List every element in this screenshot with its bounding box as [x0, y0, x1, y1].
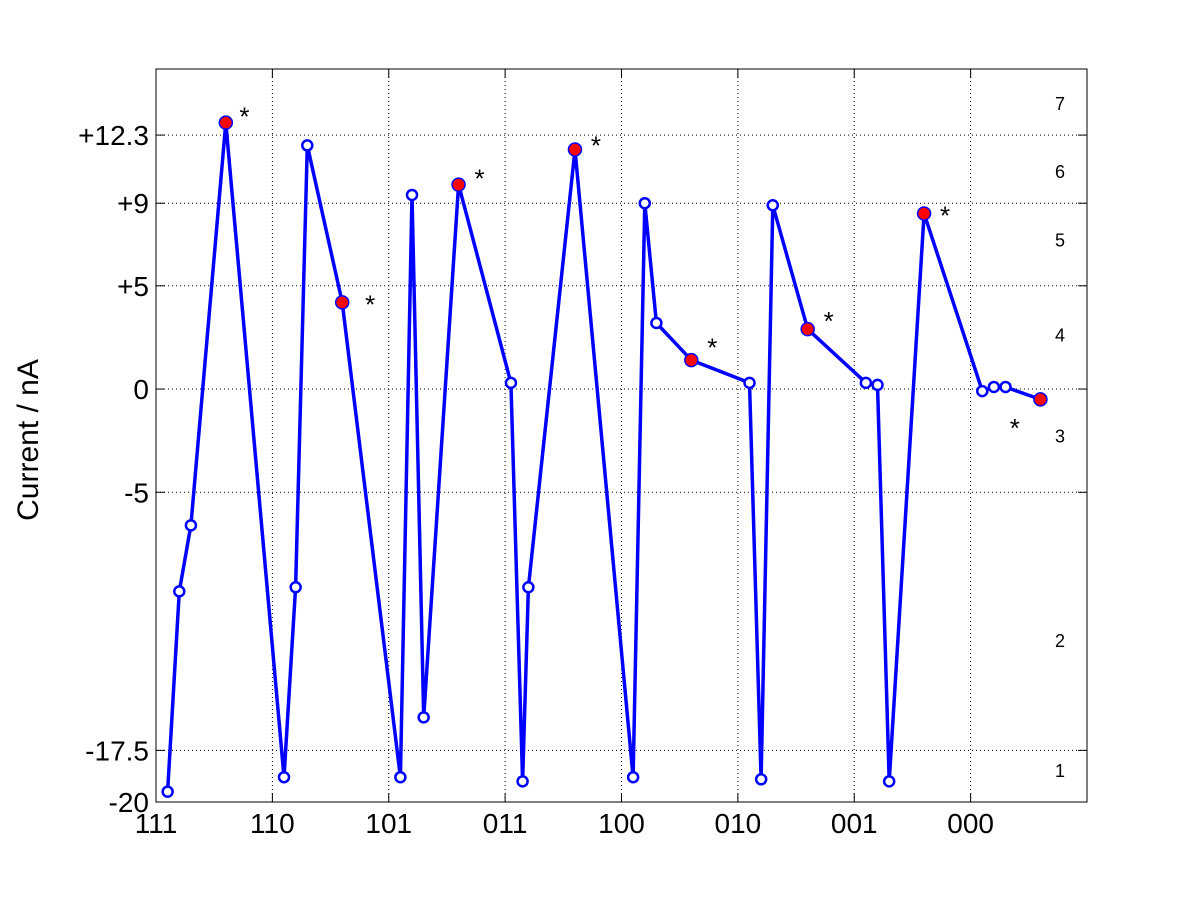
data-point — [394, 770, 407, 784]
y-axis-label: Current / nA — [12, 359, 45, 521]
annotation-star: * — [474, 163, 484, 193]
level-label: 6 — [1055, 162, 1065, 182]
data-point — [976, 384, 989, 398]
highlighted-point — [800, 321, 815, 337]
data-point — [882, 775, 896, 788]
y-tick-label: +5 — [117, 271, 149, 302]
data-point — [504, 376, 518, 390]
data-point — [289, 581, 302, 594]
data-point — [743, 376, 756, 390]
data-point — [405, 188, 419, 202]
ticks — [155, 69, 1087, 803]
data-point — [161, 785, 174, 798]
highlighted-point — [916, 206, 932, 221]
data-point — [999, 380, 1012, 394]
data-point — [766, 199, 780, 212]
annotation-star: * — [824, 306, 834, 336]
highlighted-point — [451, 177, 466, 192]
data-point — [638, 196, 652, 210]
labels: 111 110 101 011 100 010 001 000 -20 -17.5 -5 0 +5 +9 +… — [78, 94, 1065, 839]
data-point — [871, 378, 884, 392]
y-tick-label: 0 — [133, 374, 149, 405]
annotation-star: * — [239, 101, 249, 131]
level-label: 5 — [1055, 230, 1065, 250]
data-point — [626, 770, 640, 784]
annotations: * * * * * * * * — [239, 101, 1020, 443]
highlighted-point — [334, 295, 350, 310]
data-point — [987, 380, 1001, 394]
data-point — [184, 519, 198, 532]
annotation-star: * — [365, 289, 375, 319]
data-point — [417, 711, 430, 724]
data-point — [859, 376, 873, 390]
x-tick-label: 000 — [947, 808, 994, 839]
y-tick-label: -17.5 — [85, 735, 149, 766]
level-label: 1 — [1055, 761, 1065, 781]
annotation-star: * — [591, 130, 601, 160]
data-point — [516, 775, 529, 788]
data-point — [277, 770, 291, 784]
x-tick-label: 011 — [483, 808, 528, 839]
data-point — [522, 581, 535, 594]
x-tick-label: 100 — [598, 808, 645, 839]
x-tick-label: 111 — [135, 808, 178, 839]
y-tick-label: -5 — [124, 477, 149, 508]
data-point — [301, 139, 314, 152]
series — [161, 115, 1048, 798]
series-line — [165, 120, 1041, 792]
highlighted-point — [684, 352, 699, 368]
y-tick-label: +12.3 — [78, 120, 149, 151]
level-label: 7 — [1055, 94, 1065, 114]
x-tick-label: 110 — [250, 808, 295, 839]
y-tick-label: +9 — [117, 188, 149, 219]
annotation-star: * — [940, 200, 950, 230]
level-label: 3 — [1055, 427, 1065, 447]
highlighted-point — [218, 115, 234, 130]
annotation-star: * — [707, 333, 717, 363]
y-tick-label: -20 — [109, 787, 149, 818]
level-label: 2 — [1055, 631, 1065, 651]
annotation-star: * — [1010, 413, 1020, 443]
level-label: 4 — [1055, 325, 1065, 345]
highlighted-point — [567, 142, 583, 157]
data-point — [754, 773, 768, 786]
data-point — [650, 316, 663, 330]
x-tick-label: 001 — [831, 808, 878, 839]
x-tick-label: 010 — [715, 808, 762, 839]
data-point — [173, 585, 186, 598]
x-tick-label: 101 — [365, 808, 412, 839]
highlighted-point — [1033, 392, 1048, 407]
